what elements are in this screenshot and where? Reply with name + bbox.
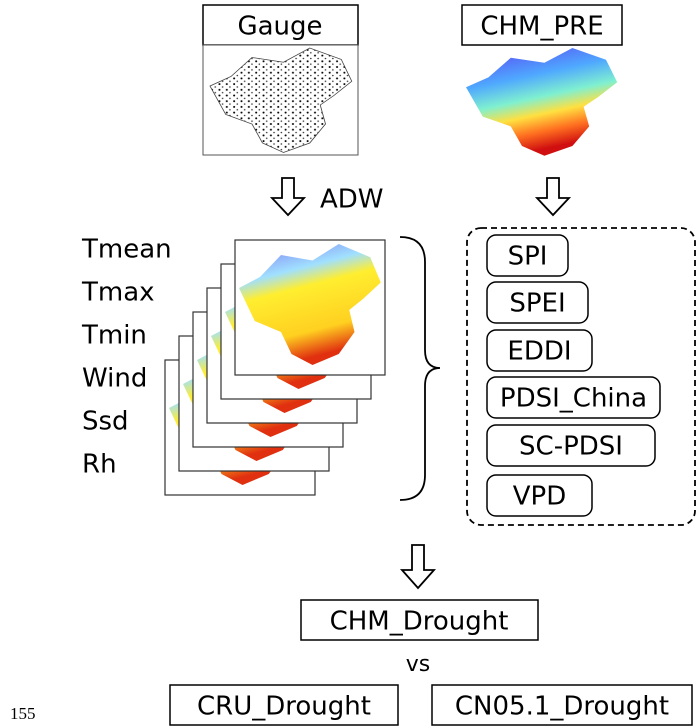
index-box [486,474,593,517]
output-label: CHM_Drought [330,607,509,637]
index-label: SC-PDSI [519,432,623,462]
reference-box [431,684,693,726]
gauge-panel: Gauge [202,4,359,156]
index-list: SPI SPEI EDDI PDSI_China SC-PDSI VPD [486,234,661,517]
chm-pre-panel: CHM_PRE [461,4,623,156]
down-arrow [269,177,307,217]
reference-box [169,684,399,726]
index-label: SPI [508,242,548,272]
index-label: VPD [513,482,567,512]
chm-pre-label: CHM_PRE [480,12,603,42]
index-label: PDSI_China [500,384,647,414]
line-number: 155 [10,704,36,723]
comparison-label: vs [406,652,430,677]
index-box [486,329,593,372]
variable-label: Tmean [81,235,172,265]
index-box [486,234,569,277]
label-box [461,4,623,46]
variable-label: Rh [82,450,117,480]
index-label: EDDI [507,337,571,367]
index-label: SPEI [509,289,565,319]
brace [399,236,441,501]
pre-map [466,48,618,156]
output-box [300,599,539,641]
down-arrow [534,177,572,217]
label-box [202,4,359,46]
method-label: ADW [320,185,384,215]
index-box [486,424,656,467]
reference-label: CN05.1_Drought [455,692,669,722]
variable-label: Ssd [82,407,129,437]
variable-label: Tmin [81,321,147,351]
gauge-label: Gauge [237,12,322,42]
index-box [486,376,661,419]
index-group [466,227,696,526]
down-arrow [399,544,437,590]
variable-label: Tmax [81,278,155,308]
index-box [486,281,589,324]
variable-label: Wind [82,364,147,394]
arrows [269,177,572,590]
variable-list: Tmean Tmax Tmin Wind Ssd Rh [81,235,172,480]
map-stack [164,239,386,496]
reference-label: CRU_Drought [197,692,371,722]
